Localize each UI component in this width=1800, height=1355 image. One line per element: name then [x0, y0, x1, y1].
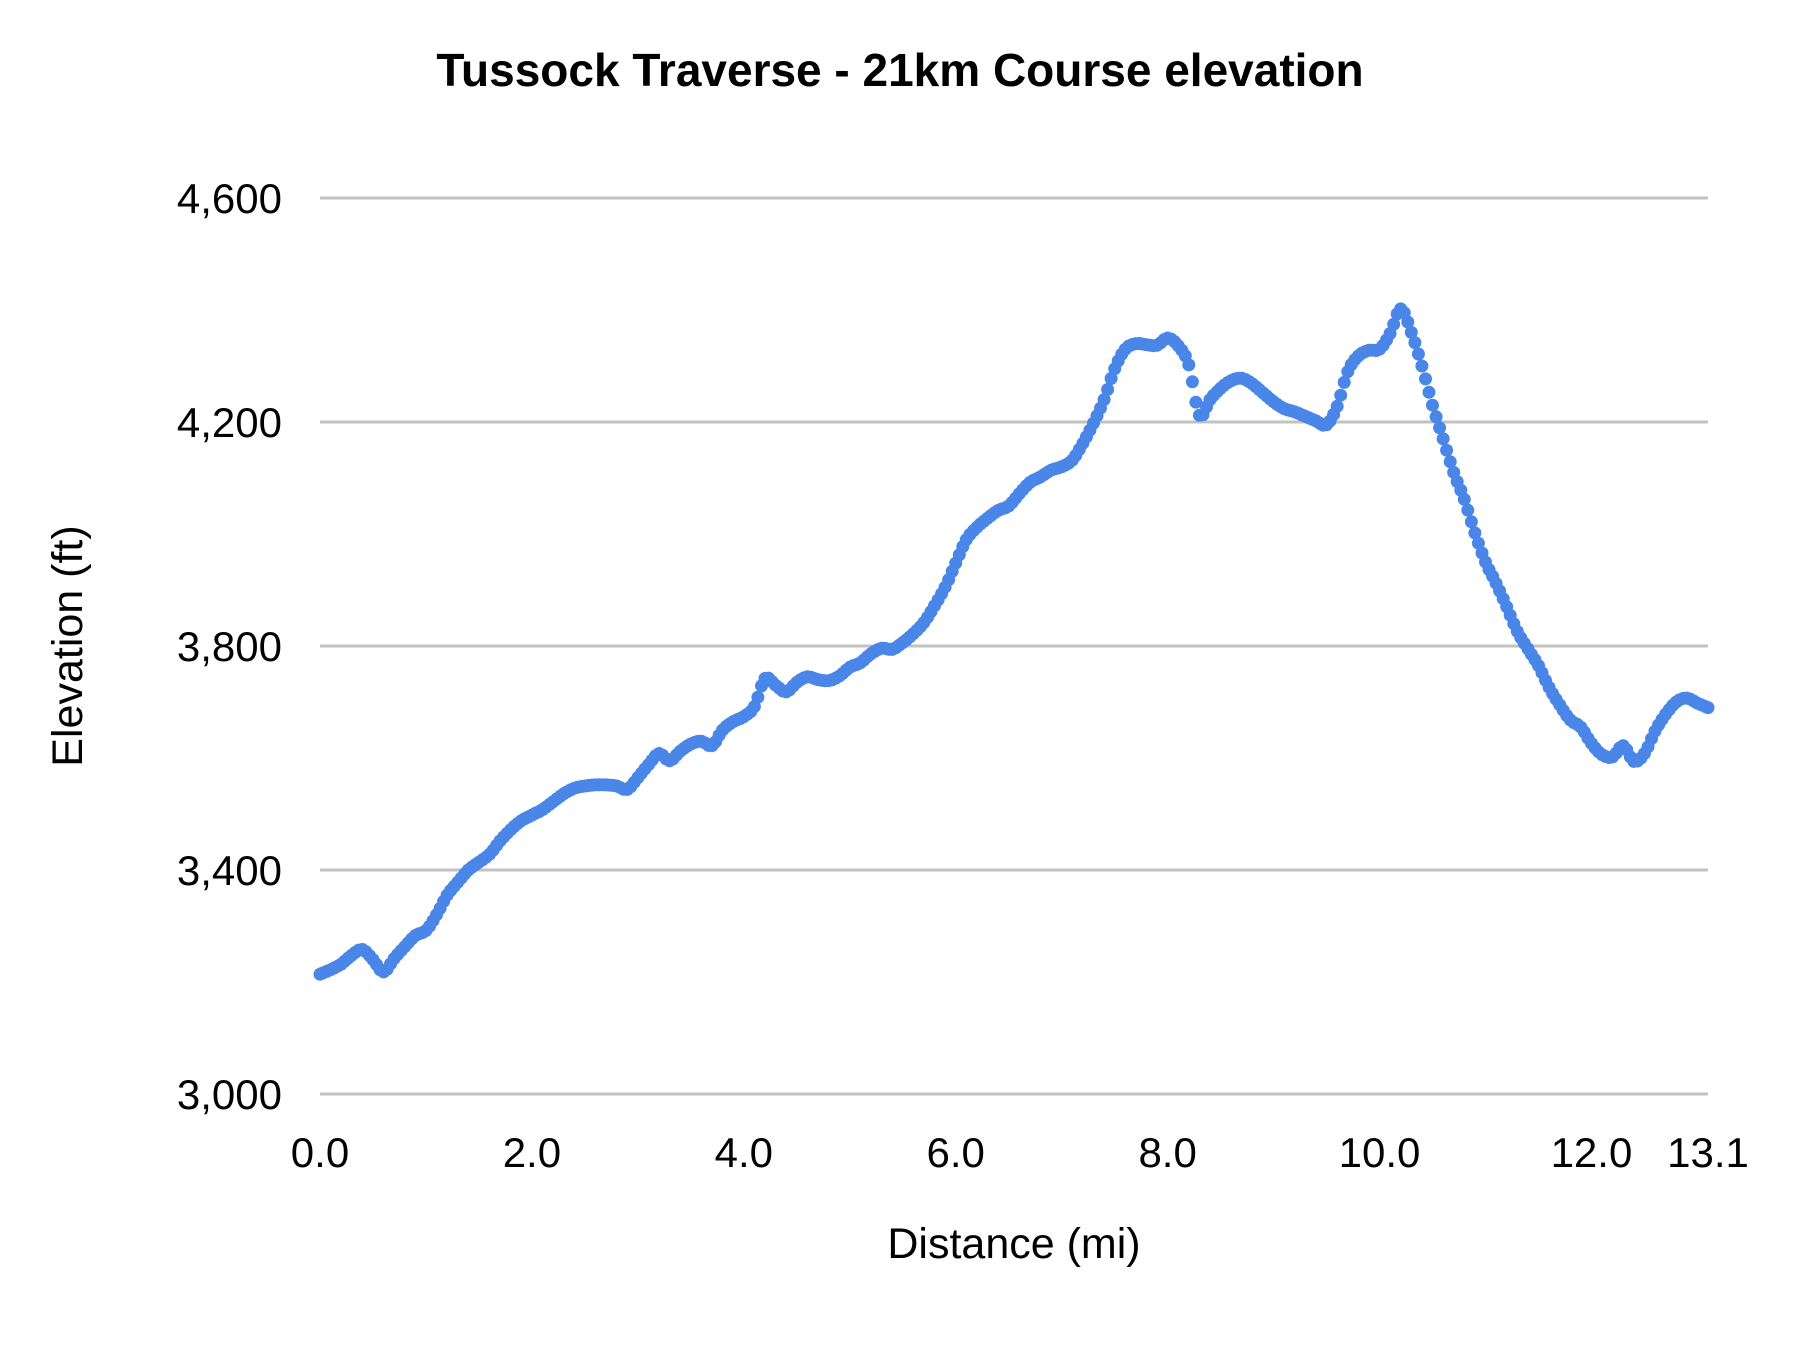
data-point — [1387, 317, 1401, 331]
data-point — [751, 690, 765, 704]
data-point — [1185, 375, 1199, 389]
data-point — [1408, 336, 1422, 350]
x-tick-label: 2.0 — [503, 1129, 561, 1176]
gridlines — [320, 196, 1708, 1096]
x-tick-label: 6.0 — [927, 1129, 985, 1176]
data-point — [1330, 399, 1344, 413]
data-point — [1464, 515, 1478, 529]
data-point — [1337, 375, 1351, 389]
y-axis-tick-labels: 3,000 3,400 3,800 4,200 4,600 — [177, 175, 282, 1118]
data-point — [1429, 410, 1443, 424]
y-tick-label: 3,400 — [177, 847, 282, 894]
y-tick-label: 3,800 — [177, 623, 282, 670]
x-tick-label: 0.0 — [291, 1129, 349, 1176]
data-point — [1461, 503, 1475, 517]
data-point — [1401, 315, 1415, 329]
data-point — [1419, 372, 1432, 386]
x-tick-label: 12.0 — [1551, 1129, 1633, 1176]
data-point — [1426, 398, 1439, 412]
data-point — [1097, 393, 1111, 407]
data-point — [1457, 492, 1471, 506]
y-tick-label: 4,200 — [177, 399, 282, 446]
x-tick-label: 10.0 — [1339, 1129, 1421, 1176]
data-point — [1422, 385, 1436, 399]
data-point — [1411, 347, 1425, 361]
data-point — [1468, 526, 1482, 540]
x-tick-label: 13.1 — [1667, 1129, 1749, 1176]
data-point — [1440, 443, 1454, 457]
data-point — [1443, 455, 1457, 469]
chart-title: Tussock Traverse - 21km Course elevation — [436, 44, 1363, 96]
x-axis-title: Distance (mi) — [887, 1220, 1140, 1268]
data-point — [1189, 395, 1203, 409]
data-point — [1415, 359, 1429, 373]
data-point — [1101, 383, 1115, 396]
y-tick-label: 4,600 — [177, 175, 282, 222]
data-point — [1471, 536, 1485, 550]
y-tick-label: 3,000 — [177, 1071, 282, 1118]
y-axis-title: Elevation (ft) — [44, 525, 92, 766]
elevation-series-points — [313, 302, 1715, 981]
data-point — [1182, 358, 1196, 372]
x-tick-label: 4.0 — [715, 1129, 773, 1176]
data-point — [1701, 701, 1715, 715]
data-point — [1334, 388, 1348, 402]
x-axis-tick-labels: 0.0 2.0 4.0 6.0 8.0 10.0 12.0 13.1 — [291, 1129, 1749, 1176]
x-tick-label: 8.0 — [1138, 1129, 1196, 1176]
data-point — [1433, 421, 1447, 435]
data-point — [1404, 325, 1418, 339]
data-point — [1436, 432, 1450, 446]
